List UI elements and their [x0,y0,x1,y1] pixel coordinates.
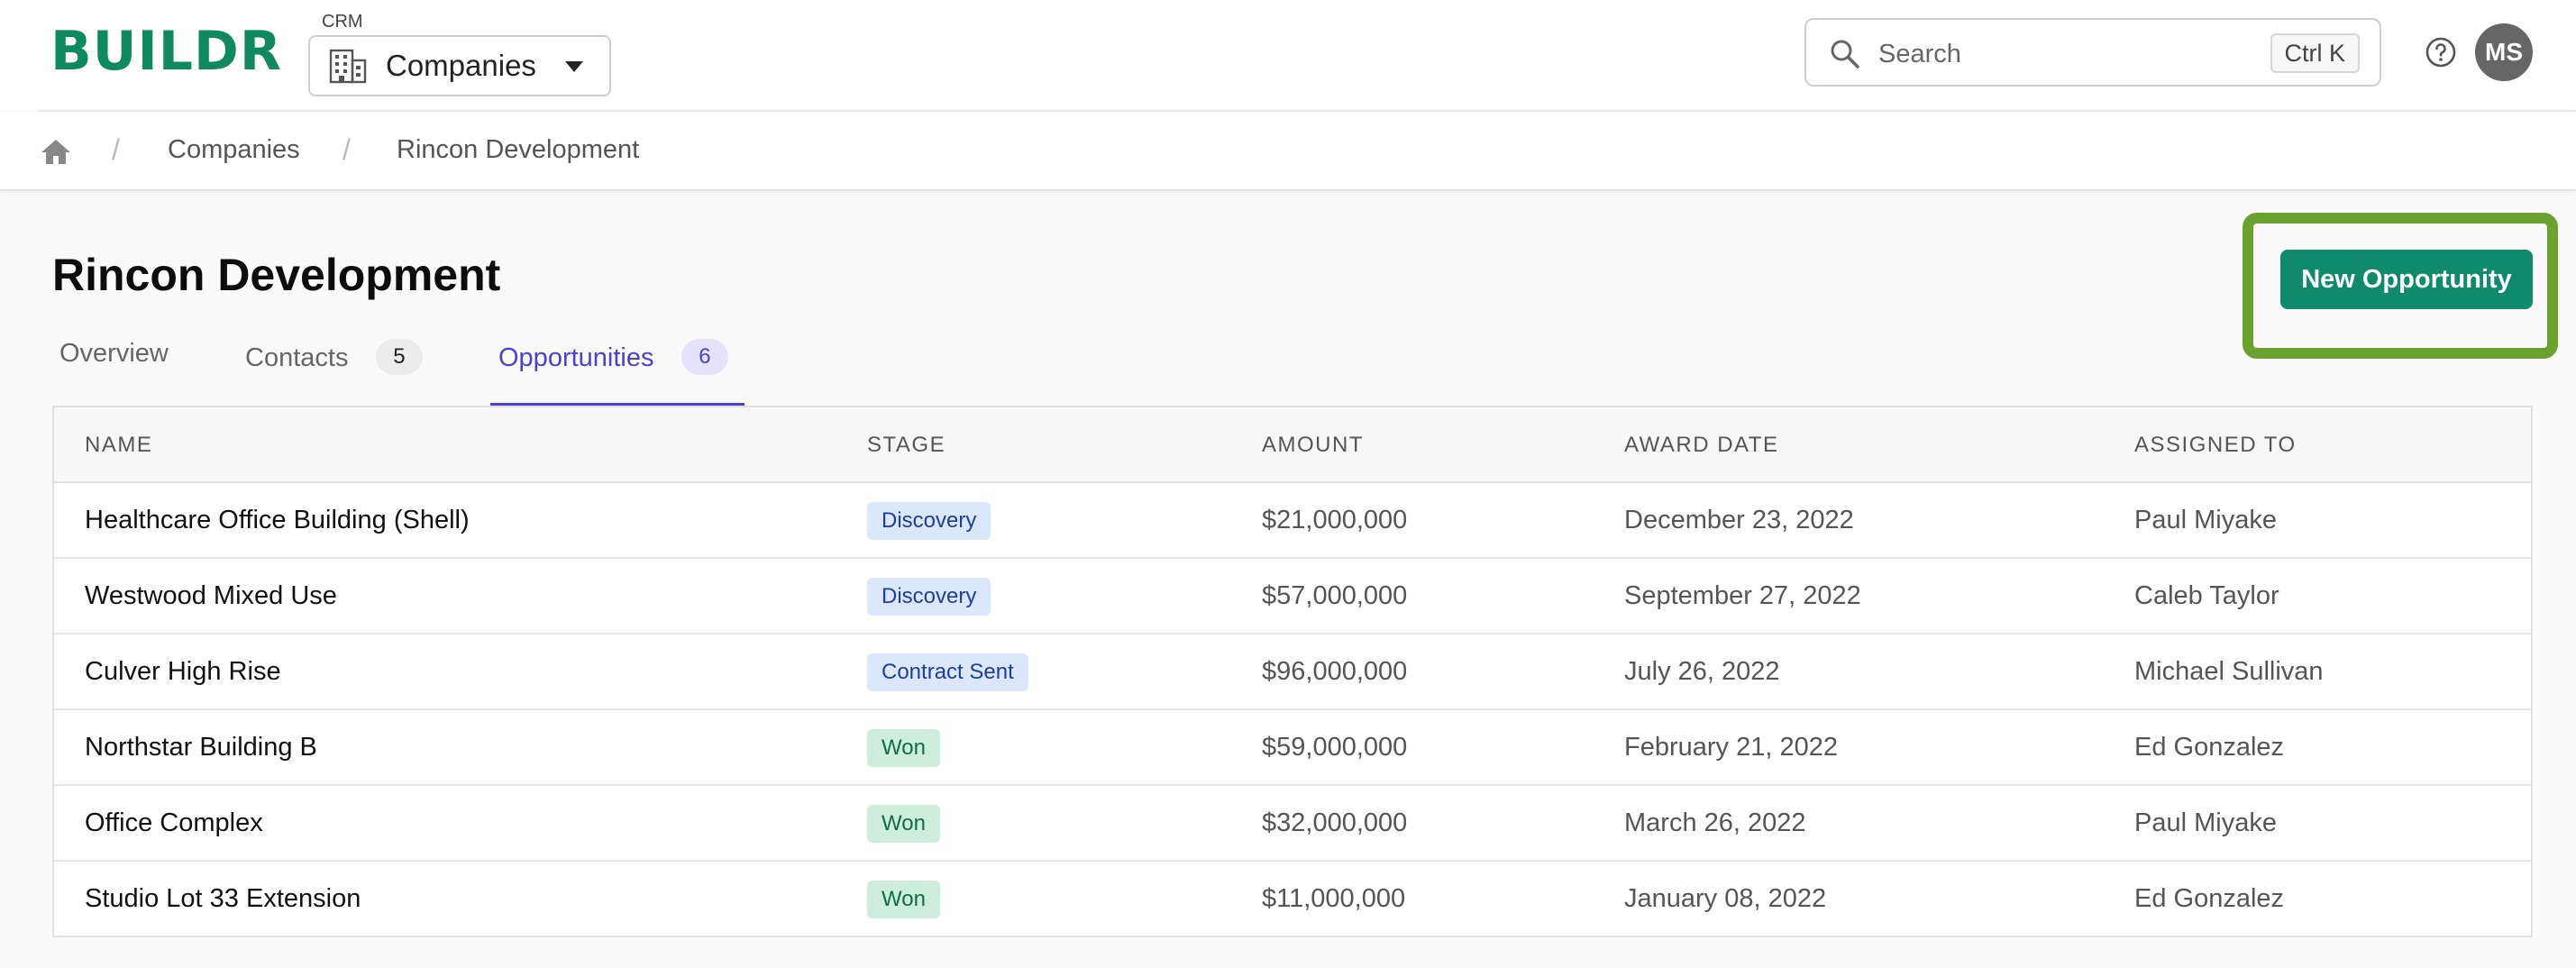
top-header: BUILDR CRM Companies Ctrl K [0,0,2576,110]
assigned-to-cell: Ed Gonzalez [2134,733,2285,762]
new-opportunity-button[interactable]: New Opportunity [2280,250,2533,309]
page-title: Rincon Development [52,250,501,300]
award-date-cell: July 26, 2022 [1624,657,1780,686]
search-box[interactable]: Ctrl K [1804,18,2381,87]
award-date-cell: March 26, 2022 [1624,808,1806,837]
award-date-cell: January 08, 2022 [1624,884,1827,913]
crm-module-select[interactable]: Companies [308,35,611,96]
tab-overview[interactable]: Overview [59,339,169,406]
table-row[interactable]: Northstar Building B Won $59,000,000 Feb… [54,710,2531,786]
column-header-amount[interactable]: AMOUNT [1262,433,1364,457]
column-header-stage[interactable]: STAGE [867,433,946,457]
help-icon[interactable] [2425,36,2457,68]
stage-badge: Contract Sent [867,653,1028,691]
search-icon [1831,40,1859,68]
award-date-cell: December 23, 2022 [1624,506,1854,534]
table-row[interactable]: Culver High Rise Contract Sent $96,000,0… [54,635,2531,710]
tab-count-badge: 6 [681,339,728,375]
building-icon [329,49,367,84]
amount-cell: $32,000,000 [1262,808,1408,837]
assigned-to-cell: Caleb Taylor [2134,581,2279,610]
tab-label: Overview [59,339,169,368]
tab-label: Contacts [245,343,349,372]
crm-selected-value: Companies [386,49,536,82]
assigned-to-cell: Paul Miyake [2134,506,2277,534]
opportunity-name[interactable]: Office Complex [85,808,263,837]
tab-contacts[interactable]: Contacts 5 [245,339,423,406]
breadcrumb-separator: / [343,133,351,166]
stage-badge: Won [867,729,940,767]
table-header: NAME STAGE AMOUNT AWARD DATE ASSIGNED TO [54,407,2531,483]
home-icon[interactable] [40,137,72,166]
highlight-box [2243,213,2558,359]
search-shortcut-hint: Ctrl K [2270,33,2360,73]
search-input[interactable] [1878,36,2239,72]
breadcrumb-companies-link[interactable]: Companies [168,135,300,164]
amount-cell: $57,000,000 [1262,581,1408,610]
column-header-name[interactable]: NAME [85,433,153,457]
opportunity-name[interactable]: Northstar Building B [85,733,317,762]
active-tab-indicator [490,403,744,406]
table-row[interactable]: Studio Lot 33 Extension Won $11,000,000 … [54,862,2531,937]
assigned-to-cell: Ed Gonzalez [2134,884,2285,913]
tab-count-badge: 5 [375,339,423,375]
stage-badge: Won [867,805,940,843]
amount-cell: $21,000,000 [1262,506,1408,534]
stage-badge: Discovery [867,502,991,540]
stage-badge: Won [867,881,940,918]
table-row[interactable]: Office Complex Won $32,000,000 March 26,… [54,786,2531,862]
opportunity-name[interactable]: Healthcare Office Building (Shell) [85,506,470,534]
chevron-down-icon [565,61,583,72]
table-row[interactable]: Healthcare Office Building (Shell) Disco… [54,483,2531,559]
table-row[interactable]: Westwood Mixed Use Discovery $57,000,000… [54,559,2531,635]
breadcrumb-current: Rincon Development [397,135,640,164]
opportunity-name[interactable]: Studio Lot 33 Extension [85,884,361,913]
amount-cell: $96,000,000 [1262,657,1408,686]
column-header-assigned-to[interactable]: ASSIGNED TO [2134,433,2297,457]
breadcrumb-separator: / [112,133,120,166]
tab-label: Opportunities [498,343,654,372]
header-divider [38,110,2576,112]
assigned-to-cell: Paul Miyake [2134,808,2277,837]
award-date-cell: February 21, 2022 [1624,733,1838,762]
opportunity-name[interactable]: Culver High Rise [85,657,281,686]
buildr-logo[interactable]: BUILDR [50,20,283,83]
breadcrumb: / Companies / Rincon Development [0,112,2576,191]
amount-cell: $11,000,000 [1262,884,1406,913]
assigned-to-cell: Michael Sullivan [2134,657,2324,686]
amount-cell: $59,000,000 [1262,733,1408,762]
crm-label: CRM [322,12,363,32]
opportunities-table: NAME STAGE AMOUNT AWARD DATE ASSIGNED TO… [52,406,2533,937]
opportunity-name[interactable]: Westwood Mixed Use [85,581,337,610]
user-avatar[interactable]: MS [2475,23,2533,81]
column-header-award-date[interactable]: AWARD DATE [1624,433,1779,457]
tab-opportunities[interactable]: Opportunities 6 [498,339,728,406]
award-date-cell: September 27, 2022 [1624,581,1861,610]
stage-badge: Discovery [867,578,991,616]
